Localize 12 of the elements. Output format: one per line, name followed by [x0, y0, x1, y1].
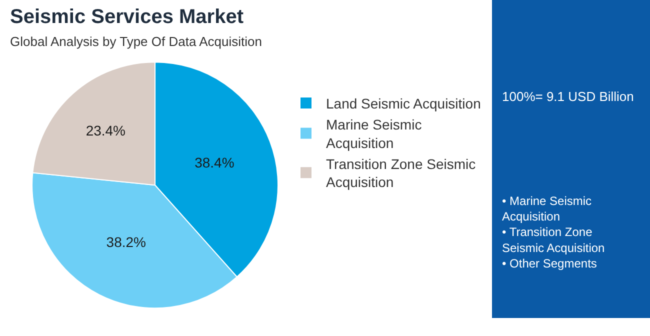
data-label: 38.2%: [106, 234, 146, 250]
data-label: 23.4%: [86, 122, 126, 139]
legend-label: Land Seismic Acquisition: [326, 95, 481, 112]
data-label: 38.4%: [194, 154, 234, 170]
chart-subtitle: Global Analysis by Type Of Data Acquisition: [10, 34, 262, 49]
legend-label: Marine Seismic Acquisition: [326, 116, 422, 151]
text: • Marine Seismic Acquisition: [502, 194, 592, 224]
legend-label: Transition Zone Seismic Acquisition: [326, 156, 476, 190]
text: 100%= 9.1 USD Billion: [502, 89, 634, 104]
text: • Other Segments: [502, 256, 597, 270]
text: • Transition Zone Seismic Acquisition: [502, 225, 605, 255]
chart-title: Seismic Services Market: [10, 6, 244, 28]
